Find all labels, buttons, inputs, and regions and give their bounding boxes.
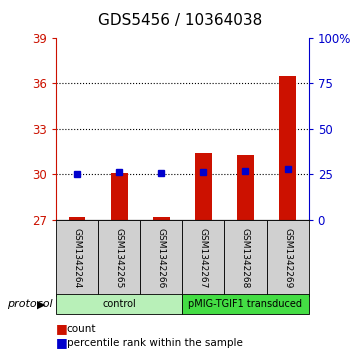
Bar [111, 173, 127, 220]
Text: GSM1342266: GSM1342266 [157, 228, 166, 288]
Text: GDS5456 / 10364038: GDS5456 / 10364038 [99, 13, 262, 28]
Text: protocol: protocol [7, 299, 53, 309]
Text: GSM1342264: GSM1342264 [73, 228, 82, 288]
Bar [56, 220, 98, 296]
Bar [237, 155, 254, 220]
Text: GSM1342268: GSM1342268 [241, 228, 250, 288]
Text: ■: ■ [56, 337, 68, 350]
Text: count: count [67, 323, 96, 334]
Bar [225, 220, 266, 296]
Text: control: control [102, 299, 136, 309]
Text: GSM1342269: GSM1342269 [283, 228, 292, 288]
Text: ■: ■ [56, 322, 68, 335]
Text: percentile rank within the sample: percentile rank within the sample [67, 338, 243, 348]
Bar [266, 220, 309, 296]
Bar [279, 76, 296, 220]
Text: GSM1342267: GSM1342267 [199, 228, 208, 288]
Bar [140, 220, 182, 296]
Text: pMIG-TGIF1 transduced: pMIG-TGIF1 transduced [188, 299, 303, 309]
Bar [153, 217, 170, 220]
Bar [98, 220, 140, 296]
Bar [56, 294, 182, 314]
Bar [182, 294, 309, 314]
Text: GSM1342265: GSM1342265 [115, 228, 123, 288]
Text: ▶: ▶ [37, 299, 46, 309]
Bar [182, 220, 225, 296]
Bar [195, 153, 212, 220]
Bar [69, 217, 86, 220]
